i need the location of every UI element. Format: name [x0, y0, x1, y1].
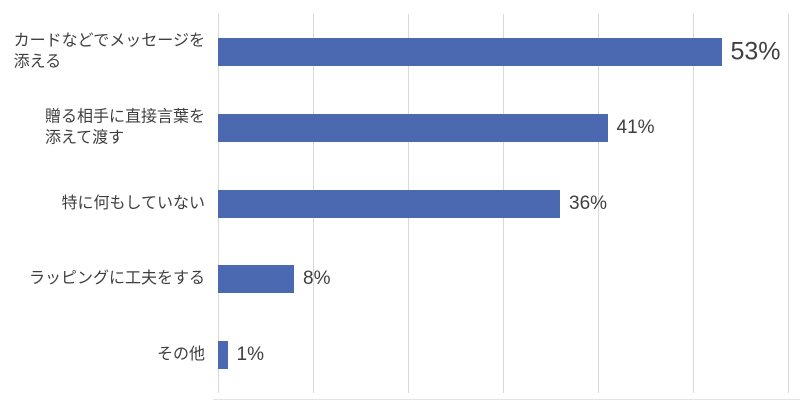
category-label-text: その他 [156, 346, 205, 364]
bar [218, 113, 608, 142]
value-label: 41% [616, 116, 655, 138]
category-label: カードなどでメッセージを 添える [0, 30, 205, 73]
category-label: 贈る相手に直接言葉を 添えて渡す [0, 106, 205, 149]
bar [218, 37, 722, 66]
bar [218, 189, 560, 218]
value-label: 8% [303, 268, 331, 290]
x-axis-line [213, 399, 800, 400]
value-label: 36% [569, 192, 608, 214]
category-label: ラッピングに工夫をする [0, 269, 205, 291]
category-label-text: カードなどでメッセージを 添える [13, 32, 205, 71]
category-label-text: 特に何もしていない [61, 194, 205, 212]
bar [218, 265, 294, 294]
gridline [788, 14, 789, 393]
category-label-text: ラッピングに工夫をする [28, 270, 205, 288]
bar-rows: カードなどでメッセージを 添える 53% 贈る相手に直接言葉を 添えて渡す 41% 特に… [0, 14, 800, 393]
category-label-text: 贈る相手に直接言葉を 添えて渡す [44, 108, 205, 147]
value-label: 1% [236, 344, 264, 366]
bar [218, 341, 228, 370]
category-label: 特に何もしていない [0, 193, 205, 215]
gridline [693, 14, 694, 393]
value-label: 53% [730, 37, 781, 66]
category-label: その他 [0, 344, 205, 366]
gridline [598, 14, 599, 393]
